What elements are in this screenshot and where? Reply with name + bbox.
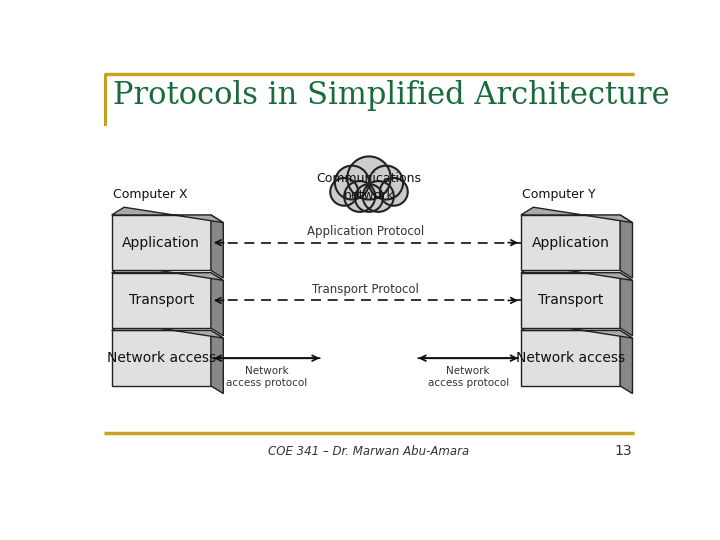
Polygon shape [521,265,632,280]
Circle shape [380,178,408,206]
Polygon shape [620,273,632,336]
Polygon shape [521,323,632,338]
Polygon shape [521,273,620,328]
Polygon shape [112,265,223,280]
Text: Communications
network: Communications network [317,172,421,202]
Text: Transport: Transport [538,293,603,307]
Circle shape [344,181,375,212]
Polygon shape [620,330,632,394]
Polygon shape [521,215,620,271]
Circle shape [335,166,369,200]
Text: COE 341 – Dr. Marwan Abu-Amara: COE 341 – Dr. Marwan Abu-Amara [269,445,469,458]
Text: Network access: Network access [107,351,216,365]
Text: Application Protocol: Application Protocol [307,225,425,238]
Polygon shape [521,330,620,386]
Text: Application: Application [122,235,200,249]
Text: Network
access protocol: Network access protocol [226,366,307,388]
Circle shape [330,178,358,206]
Circle shape [347,157,391,200]
Text: Computer X: Computer X [113,188,188,201]
Polygon shape [211,215,223,278]
Polygon shape [112,323,223,338]
Circle shape [369,166,403,200]
Polygon shape [211,273,223,336]
Text: Transport: Transport [129,293,194,307]
Circle shape [355,184,383,212]
Polygon shape [521,207,632,222]
Circle shape [363,181,394,212]
Polygon shape [112,215,211,271]
Text: Computer Y: Computer Y [523,188,596,201]
Polygon shape [211,330,223,394]
Polygon shape [104,74,107,126]
Text: Transport Protocol: Transport Protocol [312,283,419,296]
Polygon shape [112,207,223,222]
Text: Application: Application [531,235,609,249]
Polygon shape [112,273,211,328]
Polygon shape [112,330,211,386]
Text: Network access: Network access [516,351,625,365]
Text: Network
access protocol: Network access protocol [428,366,509,388]
Text: Protocols in Simplified Architecture: Protocols in Simplified Architecture [113,80,670,111]
Text: 13: 13 [615,444,632,458]
Polygon shape [620,215,632,278]
